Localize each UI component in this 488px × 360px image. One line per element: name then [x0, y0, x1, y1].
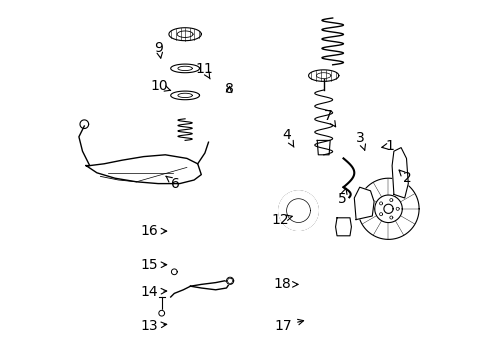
Polygon shape: [391, 148, 407, 198]
Polygon shape: [159, 310, 164, 316]
Polygon shape: [86, 155, 201, 184]
Polygon shape: [190, 281, 230, 290]
Polygon shape: [335, 218, 351, 236]
Text: 15: 15: [141, 258, 166, 272]
Text: 17: 17: [274, 319, 303, 333]
Text: 9: 9: [154, 41, 163, 58]
Polygon shape: [226, 277, 233, 284]
Text: 18: 18: [273, 278, 298, 291]
Text: 5: 5: [338, 188, 346, 206]
Text: 1: 1: [381, 139, 394, 153]
Polygon shape: [170, 91, 199, 100]
Text: 12: 12: [270, 213, 292, 226]
Text: 14: 14: [141, 285, 166, 298]
Text: 2: 2: [398, 170, 411, 185]
Text: 3: 3: [355, 131, 365, 150]
Polygon shape: [170, 64, 199, 73]
Polygon shape: [354, 187, 373, 220]
Polygon shape: [278, 191, 318, 230]
Polygon shape: [308, 70, 338, 81]
Text: 16: 16: [140, 224, 166, 238]
Text: 6: 6: [165, 176, 180, 190]
Polygon shape: [168, 28, 201, 41]
Text: 4: 4: [282, 128, 293, 147]
Text: 7: 7: [324, 109, 335, 127]
Text: 11: 11: [195, 62, 213, 79]
Polygon shape: [171, 269, 177, 275]
Text: 10: 10: [150, 80, 170, 93]
Text: 13: 13: [141, 319, 166, 333]
Text: 8: 8: [224, 82, 233, 96]
